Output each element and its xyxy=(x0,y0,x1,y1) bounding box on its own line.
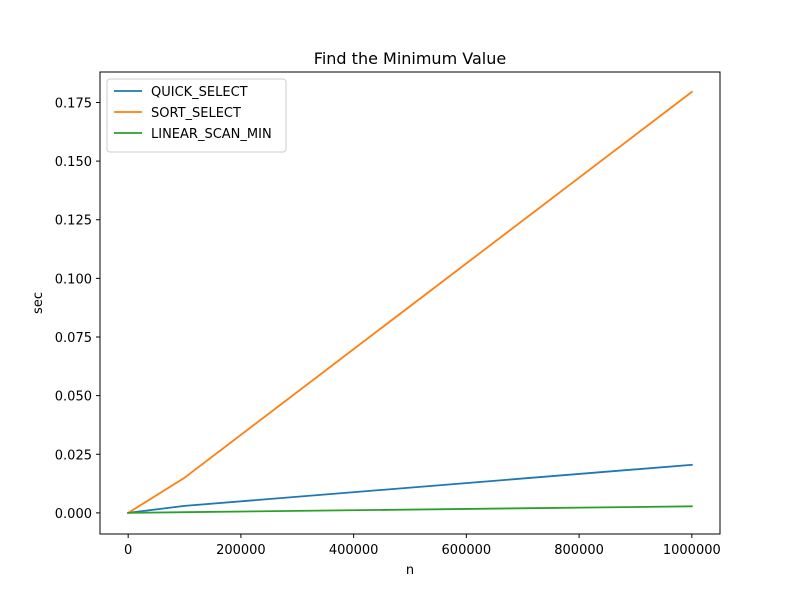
y-tick-label: 0.075 xyxy=(55,331,92,346)
y-tick-label: 0.100 xyxy=(55,272,92,287)
legend-label: QUICK_SELECT xyxy=(151,85,248,100)
x-tick-label: 200000 xyxy=(216,543,266,558)
x-tick-label: 400000 xyxy=(329,543,379,558)
legend-box xyxy=(106,78,287,153)
y-tick-label: 0.050 xyxy=(55,390,92,405)
series-line-sort-select xyxy=(126,90,694,515)
series-line-quick-select xyxy=(127,463,693,514)
y-tick-label: 0.125 xyxy=(55,214,92,229)
series-line-linear-scan-min xyxy=(127,505,693,514)
y-tick-label: 0.175 xyxy=(55,96,92,111)
legend-label: LINEAR_SCAN_MIN xyxy=(151,127,272,142)
y-tick-label: 0.000 xyxy=(55,507,92,522)
y-tick-label: 0.150 xyxy=(55,155,92,170)
x-axis-label: n xyxy=(406,563,414,578)
axes-layer: 0 200000 400000 600000 800000 1000000 0.000 0.0… xyxy=(55,71,721,558)
axes-frame xyxy=(99,71,721,535)
series-layer xyxy=(126,90,694,515)
y-axis-label: sec xyxy=(31,292,46,314)
legend-label: SORT_SELECT xyxy=(151,106,241,121)
x-tick-label: 600000 xyxy=(442,543,492,558)
chart-title: Find the Minimum Value xyxy=(314,49,506,68)
x-tick-label: 0 xyxy=(124,543,132,558)
legend: QUICK_SELECT SORT_SELECT LINEAR_SCAN_MIN xyxy=(106,78,287,153)
x-tick-label: 1000000 xyxy=(663,543,721,558)
x-tick-label: 800000 xyxy=(554,543,604,558)
y-tick-label: 0.025 xyxy=(55,448,92,463)
